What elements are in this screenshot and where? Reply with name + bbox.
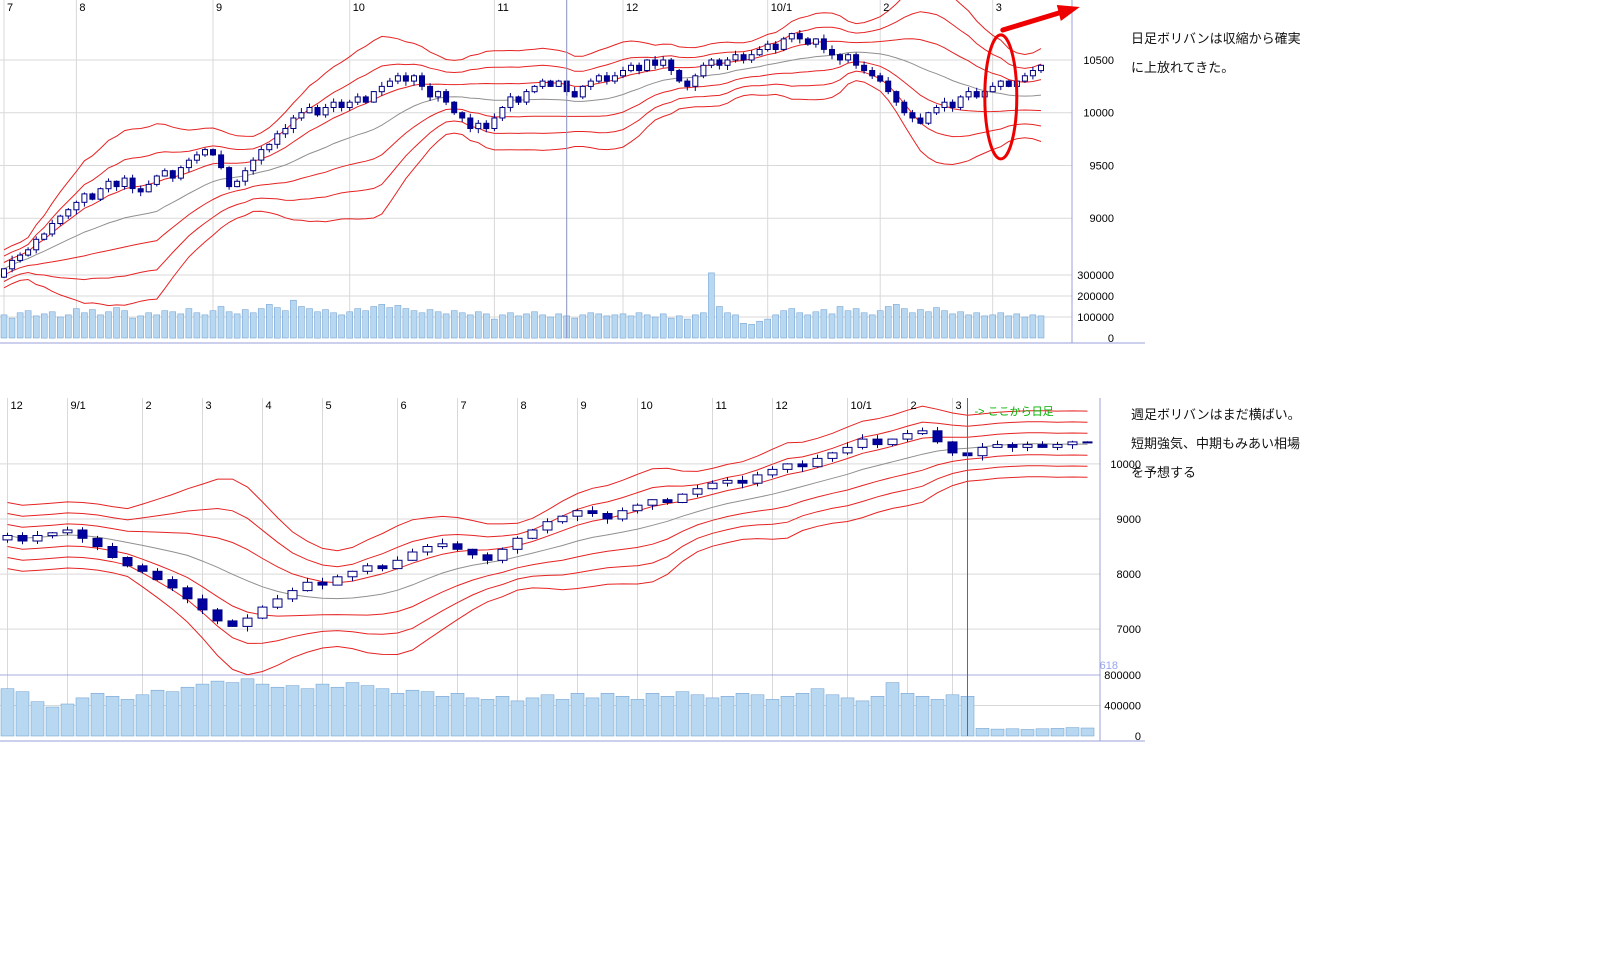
daily-chart-panel: 7 8 9 10 11 12 10/1 2 3 9000 9500 10000 10500 0 100000… <box>0 0 1150 357</box>
side-label: 618 <box>1100 660 1118 672</box>
red-ellipse-annotation <box>983 33 1019 161</box>
candles <box>2 427 1093 632</box>
svg-text:2: 2 <box>146 400 152 412</box>
weekly-chart-panel: -> ここから日足 618 12 9/1 2 3 4 5 6 7 8 9 10 11 12 10/1 2 3 700… <box>0 398 1150 755</box>
bollinger-bands <box>7 405 1088 676</box>
svg-text:7: 7 <box>461 400 467 412</box>
daily-note: 日足ボリバンは収縮から確実 に上放れてきた。 <box>1131 24 1301 82</box>
daily-note-line: 日足ボリバンは収縮から確実 <box>1131 31 1301 46</box>
svg-text:9: 9 <box>216 2 222 14</box>
svg-text:3: 3 <box>996 2 1002 14</box>
marker-label: -> ここから日足 <box>975 405 1054 418</box>
svg-text:10: 10 <box>641 400 653 412</box>
svg-text:3: 3 <box>206 400 212 412</box>
grid-lines <box>0 0 1072 338</box>
grid-lines <box>0 398 1100 736</box>
daily-chart: 7 8 9 10 11 12 10/1 2 3 9000 9500 10000 10500 0 100000… <box>0 0 1145 345</box>
svg-text:200000: 200000 <box>1077 291 1114 303</box>
svg-text:9000: 9000 <box>1090 213 1114 225</box>
svg-text:9000: 9000 <box>1117 514 1141 526</box>
svg-text:11: 11 <box>497 2 508 14</box>
svg-text:9500: 9500 <box>1090 161 1114 173</box>
svg-text:0: 0 <box>1135 731 1141 743</box>
volume-bars <box>0 272 1045 339</box>
svg-text:10/1: 10/1 <box>771 2 792 14</box>
svg-text:12: 12 <box>776 400 788 412</box>
svg-text:0: 0 <box>1108 333 1114 345</box>
svg-text:800000: 800000 <box>1104 670 1141 682</box>
svg-text:9/1: 9/1 <box>71 400 86 412</box>
bollinger-bands <box>3 0 1042 307</box>
svg-text:3: 3 <box>956 400 962 412</box>
svg-text:6: 6 <box>401 400 407 412</box>
weekly-note-line: を予想する <box>1131 465 1197 480</box>
daily-note-line: に上放れてきた。 <box>1131 60 1235 75</box>
svg-text:10000: 10000 <box>1083 108 1114 120</box>
svg-text:100000: 100000 <box>1077 312 1114 324</box>
weekly-note-line: 短期強気、中期もみあい相場 <box>1131 436 1301 451</box>
svg-text:11: 11 <box>716 400 727 412</box>
svg-text:4: 4 <box>266 400 272 412</box>
svg-text:7: 7 <box>7 2 13 14</box>
svg-text:10: 10 <box>353 2 365 14</box>
svg-text:8: 8 <box>79 2 85 14</box>
svg-text:9: 9 <box>581 400 587 412</box>
svg-text:10/1: 10/1 <box>851 400 872 412</box>
svg-text:5: 5 <box>326 400 332 412</box>
axis-labels: 12 9/1 2 3 4 5 6 7 8 9 10 11 12 10/1 2 3 7000 8000 9000 100… <box>11 400 1142 743</box>
svg-text:7000: 7000 <box>1117 624 1141 636</box>
svg-text:2: 2 <box>883 2 889 14</box>
axis-labels: 7 8 9 10 11 12 10/1 2 3 9000 9500 10000 10500 0 100000… <box>7 2 1114 345</box>
svg-text:8: 8 <box>521 400 527 412</box>
svg-text:300000: 300000 <box>1077 270 1114 282</box>
svg-text:400000: 400000 <box>1104 701 1141 713</box>
weekly-note: 週足ボリバンはまだ横ばい。 短期強気、中期もみあい相場 を予想する <box>1131 400 1301 487</box>
svg-text:2: 2 <box>911 400 917 412</box>
weekly-note-line: 週足ボリバンはまだ横ばい。 <box>1131 407 1301 422</box>
candles <box>1 30 1044 278</box>
svg-text:12: 12 <box>11 400 23 412</box>
svg-text:10000: 10000 <box>1110 459 1141 471</box>
red-arrow-annotation <box>1000 5 1080 33</box>
svg-text:10500: 10500 <box>1083 55 1114 67</box>
volume-bars <box>0 678 1095 737</box>
svg-text:12: 12 <box>626 2 638 14</box>
svg-text:8000: 8000 <box>1117 569 1141 581</box>
weekly-chart: -> ここから日足 618 12 9/1 2 3 4 5 6 7 8 9 10 11 12 10/1 2 3 700… <box>0 398 1145 743</box>
